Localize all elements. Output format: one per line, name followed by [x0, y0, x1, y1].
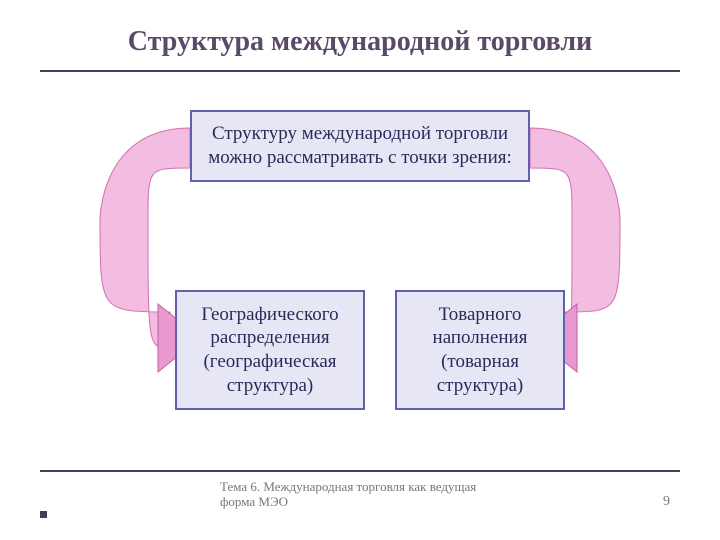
- bottom-left-text: Географического распределения (географич…: [187, 303, 353, 398]
- top-box: Структуру международной торговли можно р…: [190, 110, 530, 182]
- divider-bottom: [40, 470, 680, 472]
- slide: Структура международной торговли Структу…: [0, 0, 720, 540]
- page-number: 9: [663, 494, 670, 510]
- corner-marker: [40, 511, 47, 518]
- page-title: Структура международной торговли: [40, 26, 680, 58]
- footer-text: Тема 6. Международная торговля как ведущ…: [220, 479, 500, 510]
- diagram: Структуру международной торговли можно р…: [0, 80, 720, 470]
- bottom-left-box: Географического распределения (географич…: [175, 290, 365, 410]
- bottom-right-box: Товарного наполнения (товарная структура…: [395, 290, 565, 410]
- top-box-text: Структуру международной торговли можно р…: [202, 122, 518, 170]
- bottom-right-text: Товарного наполнения (товарная структура…: [407, 303, 553, 398]
- divider-top: [40, 70, 680, 72]
